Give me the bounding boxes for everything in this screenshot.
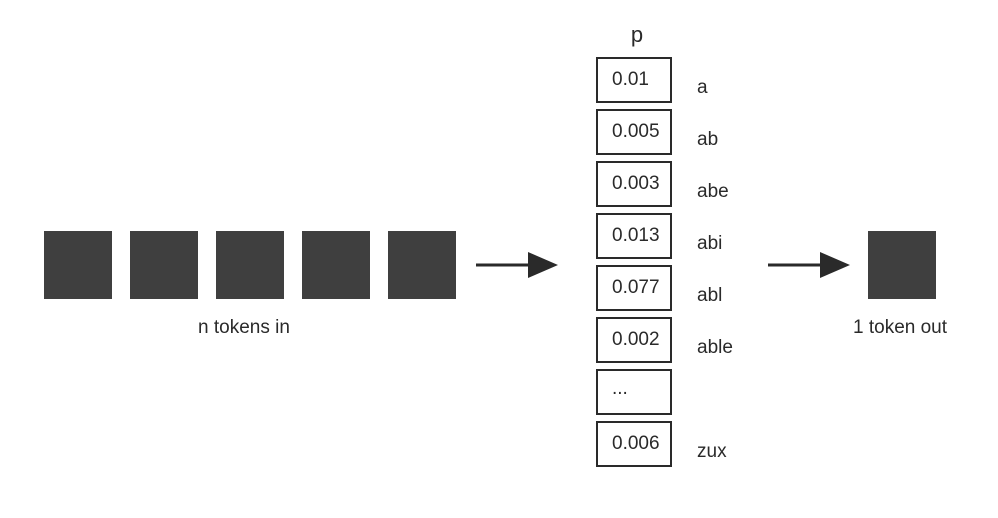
token-label: ab	[697, 129, 719, 150]
probability-table: 0.01 0.005 0.003 0.013 0.077 0.002 ... 0…	[592, 57, 678, 471]
probability-cell: 0.077	[596, 265, 672, 311]
token-label: abe	[697, 181, 729, 202]
input-token	[130, 231, 198, 299]
arrow-right-icon	[768, 252, 850, 278]
probability-cell: 0.01	[596, 57, 672, 103]
input-token	[44, 231, 112, 299]
probability-header: p	[630, 22, 644, 47]
token-label: zux	[697, 441, 727, 462]
probability-cell: 0.006	[596, 421, 672, 467]
input-token	[388, 231, 456, 299]
probability-cell: 0.003	[596, 161, 672, 207]
output-token	[868, 231, 936, 299]
probability-cell: 0.005	[596, 109, 672, 155]
token-label: abl	[697, 285, 723, 306]
input-token	[216, 231, 284, 299]
token-label: a	[697, 77, 708, 98]
input-caption: n tokens in	[198, 317, 290, 338]
probability-cell-ellipsis: ...	[596, 369, 672, 415]
probability-cell: 0.002	[596, 317, 672, 363]
input-token	[302, 231, 370, 299]
output-caption: 1 token out	[853, 317, 948, 338]
token-label: able	[697, 337, 733, 358]
probability-cell: 0.013	[596, 213, 672, 259]
arrow-right-icon	[476, 252, 558, 278]
token-label: abi	[697, 233, 723, 254]
